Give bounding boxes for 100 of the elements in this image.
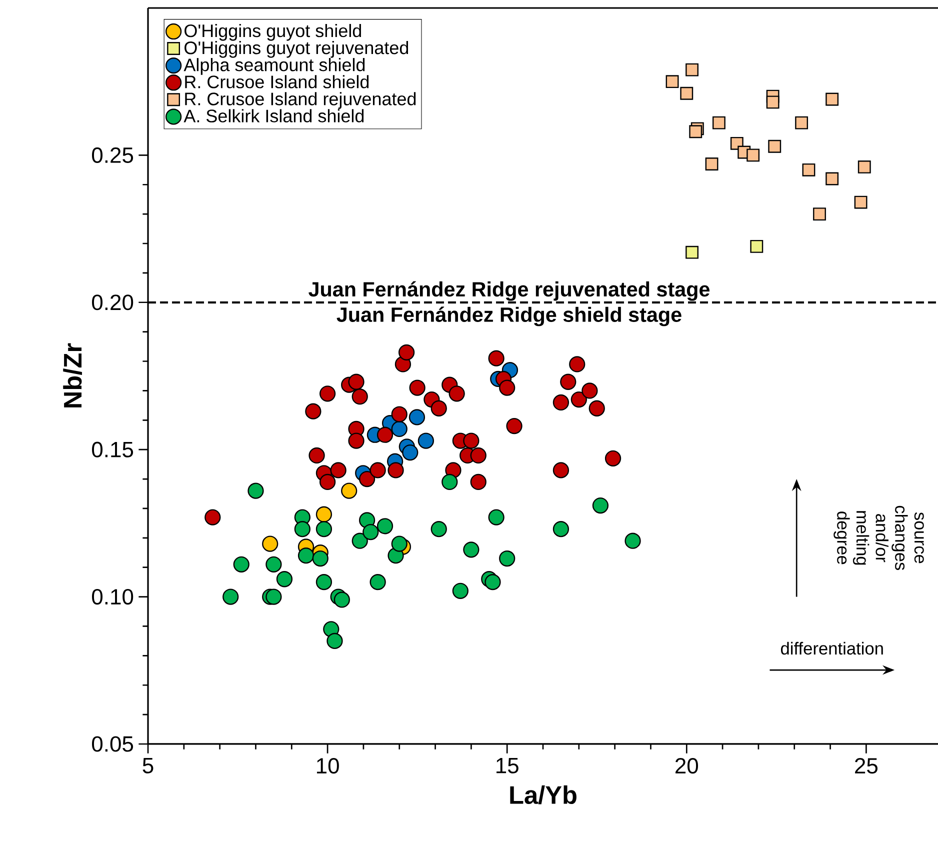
point <box>795 116 808 130</box>
point <box>376 426 394 443</box>
point <box>276 571 293 588</box>
point <box>854 196 868 209</box>
point <box>484 574 501 590</box>
legend-label: A. Selkirk Island shield <box>184 109 364 122</box>
point <box>768 140 782 153</box>
point <box>813 208 826 221</box>
point <box>552 394 570 411</box>
point <box>341 482 358 499</box>
point <box>686 63 698 76</box>
point <box>712 116 726 130</box>
point <box>294 521 310 538</box>
point <box>430 400 447 416</box>
point <box>592 497 609 514</box>
y-tick-label: 0.25 <box>92 147 134 163</box>
point <box>326 632 343 650</box>
point <box>750 240 764 253</box>
legend-label: O'Higgins guyot rejuvenated <box>184 41 408 58</box>
point <box>418 432 434 449</box>
point <box>430 521 447 538</box>
point <box>552 462 570 478</box>
point <box>262 536 278 552</box>
point <box>448 386 465 402</box>
point <box>470 474 486 490</box>
point <box>402 444 418 461</box>
point <box>705 158 718 170</box>
point <box>588 400 605 416</box>
point <box>560 374 576 390</box>
point <box>689 125 702 138</box>
legend-label: R. Crusoe Island rejuvenated <box>185 92 416 109</box>
point <box>409 380 426 396</box>
point <box>463 432 480 449</box>
point <box>319 386 336 402</box>
point <box>488 509 504 526</box>
point <box>388 462 404 478</box>
point <box>452 582 468 599</box>
point <box>766 96 780 109</box>
point <box>582 382 598 399</box>
point <box>570 391 587 408</box>
y-tick-label: 0.20 <box>92 294 134 310</box>
point <box>470 447 486 464</box>
point <box>248 482 264 499</box>
point <box>352 388 368 405</box>
point <box>746 148 760 162</box>
point <box>802 163 816 176</box>
point <box>604 450 622 466</box>
point <box>298 548 314 564</box>
point <box>463 542 480 558</box>
point <box>624 532 641 549</box>
point <box>370 462 386 478</box>
point <box>391 536 408 552</box>
point <box>499 550 516 567</box>
point <box>826 92 839 106</box>
point <box>666 75 679 88</box>
legend-label: Alpha seamount shield <box>184 58 365 75</box>
point <box>376 518 394 534</box>
point <box>391 406 408 422</box>
annotation: source changes and/or melting degree <box>834 506 924 570</box>
point <box>348 374 364 390</box>
y-tick-label: 0.15 <box>92 442 134 458</box>
point <box>334 592 350 608</box>
point <box>442 474 458 490</box>
point <box>266 556 282 572</box>
point <box>408 409 426 426</box>
point <box>308 447 325 464</box>
point <box>826 172 839 186</box>
point <box>330 462 346 478</box>
point <box>362 524 379 540</box>
point <box>506 418 522 434</box>
x-tick-label: 15 <box>496 758 518 774</box>
annotation: Juan Fernández Ridge rejuvenated stage <box>308 281 710 301</box>
point <box>391 420 408 438</box>
point <box>312 550 328 567</box>
point <box>358 470 376 488</box>
point <box>316 574 332 590</box>
point <box>398 344 415 361</box>
point <box>352 532 368 549</box>
x-axis-title: La/Yb <box>510 785 576 804</box>
x-tick-label: 5 <box>142 758 154 774</box>
point <box>233 556 250 572</box>
point <box>204 509 221 526</box>
annotation: Juan Fernández Ridge shield stage <box>336 306 682 326</box>
point <box>370 574 386 590</box>
y-tick-label: 0.10 <box>92 588 134 605</box>
x-tick-label: 10 <box>316 758 339 774</box>
point <box>305 403 322 420</box>
point <box>858 160 871 174</box>
point <box>319 474 336 490</box>
point <box>569 356 586 372</box>
point <box>222 588 239 605</box>
x-tick-label: 20 <box>676 758 698 774</box>
point <box>680 86 694 100</box>
point <box>316 521 332 538</box>
point <box>499 380 516 396</box>
point <box>552 521 570 538</box>
x-tick-label: 25 <box>855 758 878 774</box>
point <box>266 588 282 605</box>
point <box>348 432 364 449</box>
point <box>686 246 698 259</box>
